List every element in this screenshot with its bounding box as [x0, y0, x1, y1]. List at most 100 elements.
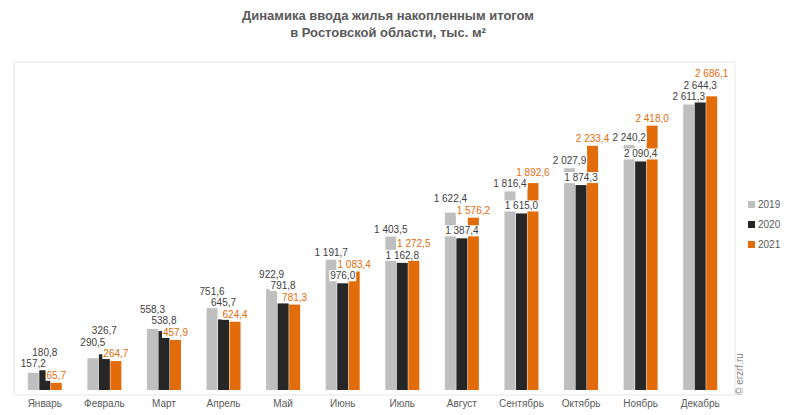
bar: [564, 168, 575, 390]
legend-swatch: [748, 201, 755, 208]
plot-frame: [14, 62, 735, 395]
bar: [218, 319, 229, 390]
data-label: 457,9: [163, 327, 188, 338]
bar: [170, 340, 181, 390]
bar: [624, 145, 635, 390]
x-tick-label: Июль: [390, 398, 416, 409]
data-label: 1 615,0: [505, 200, 539, 211]
data-label-bg: [634, 113, 669, 124]
bar: [349, 272, 360, 390]
bars: [28, 96, 717, 390]
data-label: 922,9: [259, 269, 284, 280]
data-label-bg: [373, 224, 408, 235]
data-label-bg: [337, 259, 372, 270]
legend-label: 2020: [758, 219, 781, 230]
data-label-bg: [102, 348, 129, 359]
data-label: 326,7: [92, 325, 117, 336]
bar: [468, 218, 479, 390]
data-label-bg: [575, 133, 610, 144]
bar: [683, 104, 694, 390]
bar: [527, 183, 538, 390]
data-label: 65,7: [47, 370, 67, 381]
bar: [445, 213, 456, 390]
data-label-bg: [563, 172, 598, 183]
data-label: 781,3: [282, 292, 307, 303]
data-label-bg: [139, 304, 166, 315]
data-label: 2 686,1: [695, 68, 729, 79]
data-label: 1 191,7: [315, 247, 349, 258]
x-tick-label: Октябрь: [562, 398, 601, 409]
bar: [266, 289, 277, 390]
data-label: 264,7: [103, 348, 128, 359]
bar: [230, 322, 241, 390]
bar: [87, 358, 98, 390]
data-label: 1 816,4: [493, 178, 527, 189]
x-tick-label: Сентябрь: [499, 398, 544, 409]
bar: [337, 283, 348, 390]
bar: [516, 213, 527, 390]
data-label-bg: [162, 327, 189, 338]
data-label-bg: [492, 178, 527, 189]
data-label-bg: [270, 280, 297, 291]
data-label: 1 272,5: [397, 238, 431, 249]
data-label: 290,5: [80, 337, 105, 348]
bar: [51, 383, 62, 390]
data-label: 2 418,0: [635, 113, 669, 124]
data-label-bg: [456, 205, 491, 216]
bar: [99, 354, 110, 390]
legend-label: 2019: [758, 199, 781, 210]
bar: [158, 331, 169, 390]
x-tick-label: Июнь: [330, 398, 355, 409]
bar: [147, 329, 158, 390]
bar: [289, 305, 300, 390]
data-label-bg: [150, 315, 177, 326]
bar: [456, 238, 467, 390]
data-label-bg: [433, 193, 468, 204]
bar: [695, 101, 706, 390]
bar: [504, 191, 515, 390]
legend-swatch: [748, 241, 755, 248]
data-label: 538,8: [151, 315, 176, 326]
data-label-bg: [281, 292, 308, 303]
data-label-bg: [199, 286, 226, 297]
data-label: 791,8: [271, 280, 296, 291]
data-label-bg: [623, 148, 658, 159]
data-label-bg: [46, 370, 67, 381]
chart-title: Динамика ввода жилья накопленным итогомв…: [242, 8, 534, 40]
data-label-bg: [683, 80, 718, 91]
data-label: 2 611,3: [672, 91, 705, 102]
data-label: 2 240,2: [612, 132, 646, 143]
x-tick-label: Май: [273, 398, 293, 409]
x-tick-label: Январь: [28, 398, 62, 409]
data-label: 2 233,4: [576, 133, 610, 144]
data-label-bg: [314, 247, 349, 258]
data-label: 2 090,4: [624, 148, 658, 159]
data-label-bg: [20, 358, 47, 369]
data-label: 2 027,9: [553, 155, 587, 166]
data-label-bg: [31, 347, 58, 358]
data-label-bg: [91, 325, 118, 336]
x-tick-label: Ноябрь: [623, 398, 658, 409]
data-label-bg: [385, 250, 420, 261]
data-label: 558,3: [140, 304, 165, 315]
bar: [278, 303, 289, 390]
watermark: © erzrf.ru: [734, 353, 745, 395]
data-label: 976,0: [330, 270, 355, 281]
data-label: 157,2: [21, 358, 46, 369]
bar: [408, 251, 419, 390]
data-label: 645,7: [211, 297, 236, 308]
data-label: 1 387,4: [445, 225, 479, 236]
x-tick-label: Август: [447, 398, 478, 409]
data-label: 2 644,3: [684, 80, 718, 91]
data-label-bg: [258, 269, 285, 280]
data-label-bg: [210, 297, 237, 308]
data-label-bg: [504, 200, 539, 211]
data-labels: 157,2290,5558,3751,6922,91 191,71 403,51…: [20, 68, 730, 380]
data-label-bg: [222, 309, 249, 320]
data-label-bg: [694, 68, 729, 79]
bar: [706, 96, 717, 390]
bar: [28, 373, 39, 390]
bar: [397, 263, 408, 390]
data-label: 1 403,5: [374, 224, 408, 235]
data-label: 1 162,8: [386, 250, 420, 261]
